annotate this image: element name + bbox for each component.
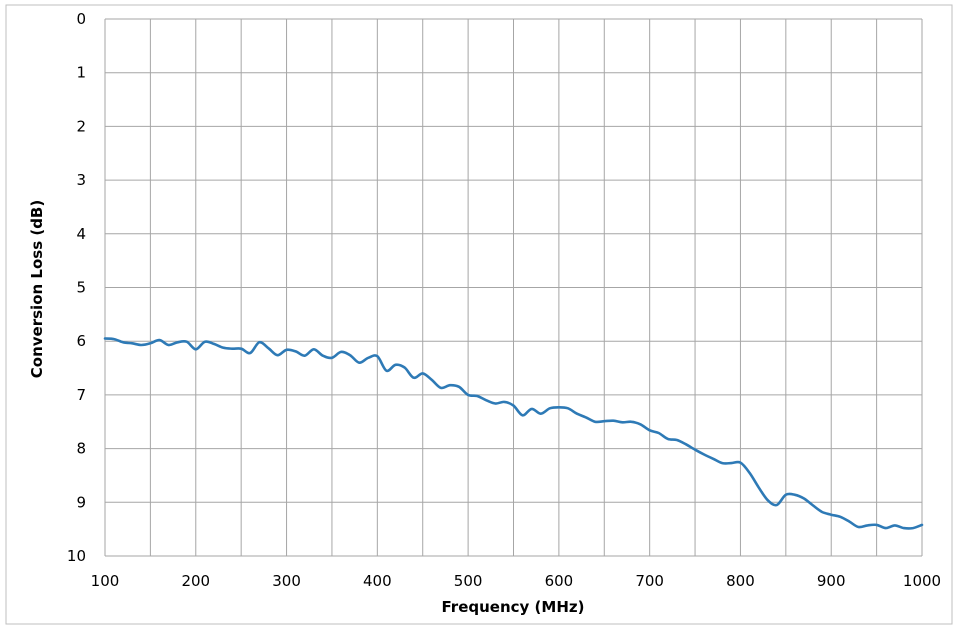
x-tick-label: 300 [272, 572, 301, 590]
x-tick-label: 200 [181, 572, 210, 590]
x-tick-label: 1000 [903, 572, 941, 590]
x-tick-label: 500 [454, 572, 483, 590]
y-tick-label: 5 [76, 279, 86, 297]
y-tick-label: 2 [76, 117, 86, 135]
tick-labels: 100 200 300 400 500 600 700 800 900 1000 0 1 2 3 4 5 6 7 8… [67, 10, 941, 590]
y-tick-label: 9 [76, 493, 86, 511]
series-layer [103, 337, 924, 530]
y-tick-label: 10 [67, 547, 86, 565]
x-tick-label: 900 [817, 572, 846, 590]
x-axis-title: Frequency (MHz) [442, 598, 585, 616]
y-tick-label: 8 [76, 440, 86, 458]
y-tick-label: 7 [76, 386, 86, 404]
series-line-0 [103, 337, 924, 530]
y-tick-label: 6 [76, 332, 86, 350]
y-tick-label: 0 [76, 10, 86, 28]
y-tick-label: 1 [76, 64, 86, 82]
y-axis-title: Conversion Loss (dB) [28, 200, 46, 378]
y-tick-label: 4 [76, 225, 86, 243]
x-tick-label: 100 [91, 572, 120, 590]
x-tick-label: 700 [635, 572, 664, 590]
x-tick-label: 800 [726, 572, 755, 590]
chart-border [5, 4, 953, 625]
grid-lines [104, 18, 923, 557]
x-tick-label: 600 [545, 572, 574, 590]
x-tick-label: 400 [363, 572, 392, 590]
y-tick-label: 3 [76, 171, 86, 189]
